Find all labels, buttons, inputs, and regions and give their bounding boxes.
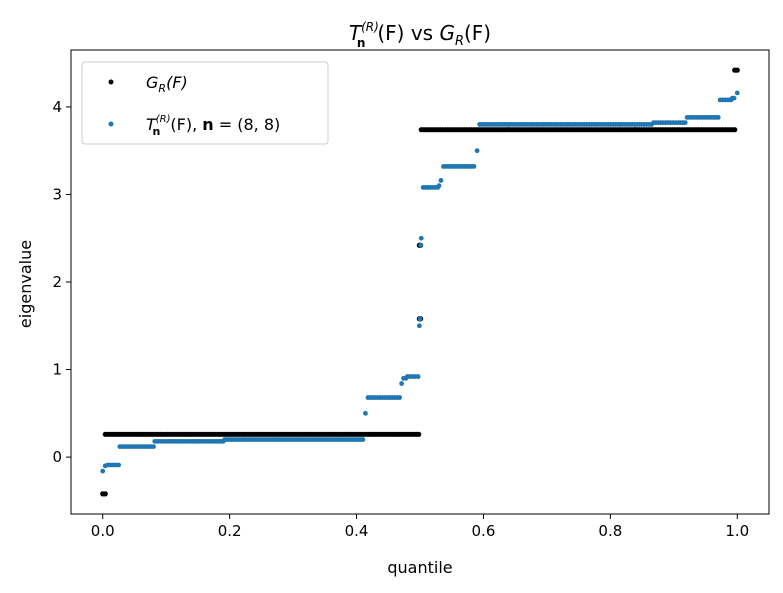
series-0 — [100, 67, 740, 497]
title-part: n — [357, 36, 366, 50]
data-point — [438, 178, 444, 183]
legend-marker-t-n — [108, 121, 114, 127]
y-tick-label: 4 — [52, 98, 62, 116]
data-point — [116, 462, 121, 468]
x-tick-label: 1.0 — [725, 522, 749, 540]
data-point — [471, 164, 477, 169]
y-axis: 0 1 2 3 4 — [52, 98, 71, 466]
data-point — [734, 67, 740, 73]
data-point — [151, 444, 156, 449]
chart-title: T(R) n (F) vs GR(F) — [349, 20, 491, 50]
x-axis-label: quantile — [387, 558, 452, 577]
legend-part: = (8, 8) — [214, 115, 281, 134]
title-part: (F) vs — [377, 21, 439, 45]
legend-part: n — [153, 125, 161, 138]
legend-part: F — [172, 73, 182, 92]
title-part: (R) — [361, 20, 379, 34]
data-point — [732, 127, 738, 133]
title-part: T — [349, 21, 363, 45]
data-point — [397, 395, 403, 400]
data-point — [436, 183, 442, 189]
legend-part: T — [146, 115, 157, 134]
data-point — [731, 95, 737, 101]
x-tick-label: 0.0 — [91, 522, 115, 540]
legend-label-t-n: T(R) n (F), n = (8, 8) — [146, 114, 280, 138]
legend-marker-g-r — [108, 79, 114, 85]
y-tick-label: 2 — [52, 273, 62, 291]
data-point — [100, 468, 106, 474]
x-tick-label: 0.8 — [598, 522, 622, 540]
series-1 — [100, 90, 740, 474]
legend-part: ) — [181, 73, 188, 92]
data-point — [682, 120, 688, 126]
y-tick-label: 1 — [52, 361, 62, 379]
legend: GR(F) T(R) n (F), n = (8, 8) — [81, 61, 329, 145]
data-point — [418, 235, 424, 241]
data-point — [360, 437, 366, 442]
data-point — [474, 148, 480, 154]
legend-part: G — [146, 73, 158, 92]
title-part: G — [439, 21, 455, 45]
y-axis-label: eigenvalue — [16, 240, 35, 328]
data-point — [734, 90, 740, 96]
x-tick-label: 0.2 — [218, 522, 242, 540]
legend-part: (R) — [156, 114, 171, 125]
legend-part: n — [202, 115, 213, 134]
data-point — [417, 316, 423, 322]
series-layer — [100, 67, 740, 497]
data-point — [415, 374, 421, 379]
y-tick-label: 3 — [52, 185, 62, 203]
legend-box — [81, 61, 329, 145]
legend-part: ( — [166, 73, 173, 92]
x-tick-label: 0.6 — [472, 522, 496, 540]
x-tick-label: 0.4 — [345, 522, 369, 540]
data-point — [715, 115, 721, 120]
data-point — [102, 491, 108, 497]
legend-part: (F), — [170, 115, 202, 134]
legend-part: R — [158, 82, 166, 95]
title-part: (F) — [464, 21, 491, 45]
data-point — [418, 242, 424, 248]
title-part: R — [455, 34, 464, 49]
y-tick-label: 0 — [52, 448, 62, 466]
data-point — [363, 410, 368, 416]
x-axis: 0.0 0.2 0.4 0.6 0.8 1.0 — [91, 514, 749, 540]
data-point — [399, 381, 404, 386]
data-point — [416, 431, 422, 437]
data-point — [416, 323, 422, 329]
legend-label-g-r: GR(F) — [146, 73, 188, 95]
